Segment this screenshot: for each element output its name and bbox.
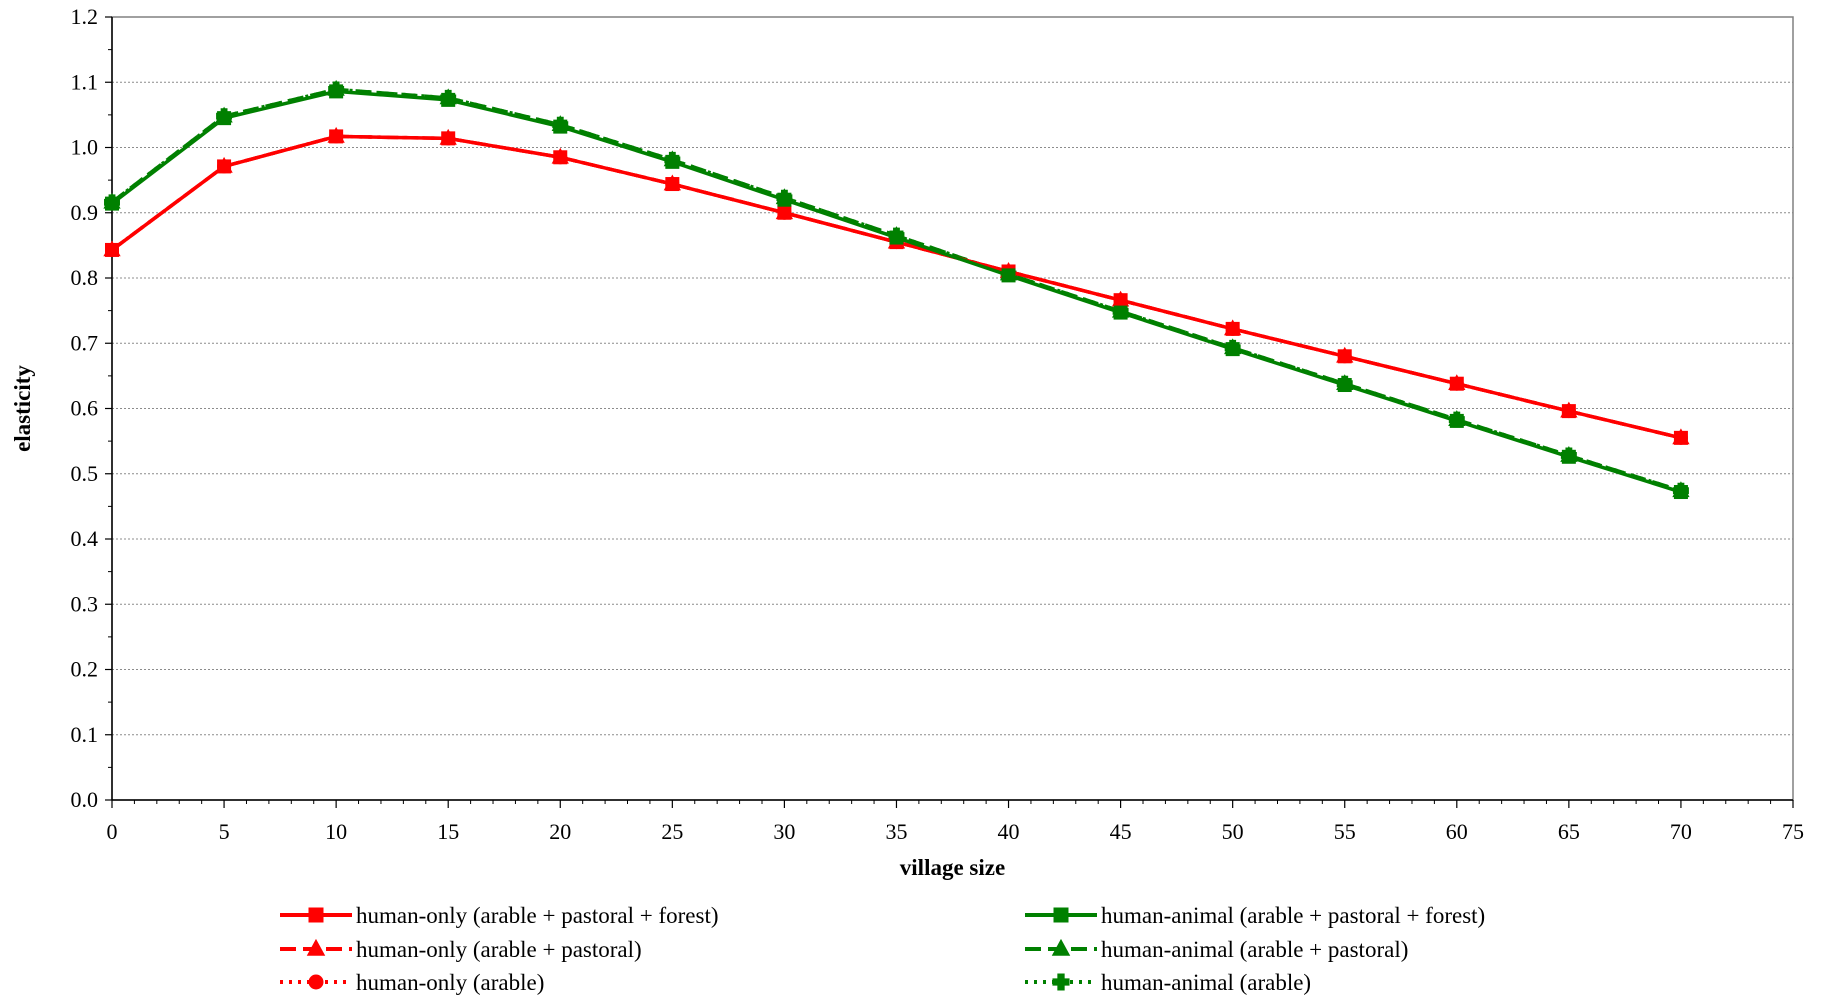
y-tick-label: 0.3 [71,591,99,616]
series-3 [105,84,1688,500]
y-tick-label: 0.0 [71,787,99,812]
data-point [1001,268,1016,283]
x-tick-label: 45 [1110,819,1132,844]
y-tick-label: 0.1 [71,722,99,747]
data-point [217,159,232,174]
x-tick-label: 50 [1222,819,1244,844]
x-tick-label: 15 [437,819,459,844]
series-line [110,87,1682,493]
data-point [1337,349,1352,364]
data-point [665,177,680,192]
data-point [665,154,680,169]
legend-label: human-only (arable + pastoral + forest) [356,903,719,928]
series-line [110,87,1682,493]
x-tick-label: 40 [998,819,1020,844]
y-tick-label: 0.8 [71,265,99,290]
data-point [329,84,344,99]
y-tick-label: 1.2 [71,4,99,29]
series-lines [103,79,1690,500]
data-point [1449,376,1464,391]
axes: 0.0 0.1 0.2 0.3 0.4 0.5 0.6 0.7 0.8 0.9 1.0 1.1 1.2 0… [71,4,1805,844]
x-tick-label: 0 [107,819,118,844]
x-tick-label: 30 [773,819,795,844]
legend: human-only (arable + pastoral + forest) h… [280,903,1485,995]
data-point [1113,305,1128,320]
series-line [110,134,1682,440]
series-line [110,134,1682,440]
data-point [105,242,119,257]
y-tick-label: 0.7 [71,330,99,355]
x-tick-label: 25 [661,819,683,844]
data-point [1449,413,1464,428]
data-point [1225,342,1240,357]
y-tick-label: 0.4 [71,526,99,551]
legend-label: human-only (arable) [356,970,544,995]
legend-item-0: human-only (arable + pastoral + forest) [280,903,719,928]
data-point [553,150,568,165]
y-axis-title: elasticity [10,365,35,452]
x-tick-label: 20 [549,819,571,844]
x-tick-label: 10 [325,819,347,844]
series-2 [105,129,1688,445]
y-tick-label: 0.9 [71,200,99,225]
data-point [777,192,792,207]
y-tick-label: 0.5 [71,461,99,486]
legend-label: human-animal (arable) [1101,970,1311,995]
legend-item-2: human-only (arable) [280,970,544,995]
x-tick-label: 65 [1558,819,1580,844]
legend-label: human-only (arable + pastoral) [356,937,642,962]
legend-item-3: human-animal (arable + pastoral + forest… [1025,903,1485,928]
series-line [110,134,1682,440]
legend-marker [308,907,324,923]
data-point [1673,430,1688,445]
legend-item-1: human-only (arable + pastoral) [280,937,642,962]
x-tick-label: 70 [1670,819,1692,844]
data-point [329,129,344,144]
y-tick-label: 0.6 [71,396,99,421]
data-point [441,92,456,107]
x-tick-label: 60 [1446,819,1468,844]
y-tick-label: 1.1 [71,69,99,94]
series-line [110,89,1682,494]
x-tick-label: 55 [1334,819,1356,844]
legend-marker [1051,938,1071,956]
legend-item-4: human-animal (arable + pastoral) [1025,937,1408,962]
x-tick-label: 35 [885,819,907,844]
series-1 [103,126,1690,445]
legend-item-5: human-animal (arable) [1025,970,1311,995]
gridlines [112,81,1793,736]
data-point [441,131,456,146]
y-tick-label: 1.0 [71,135,99,160]
legend-marker [308,974,324,990]
data-point [105,196,119,211]
x-axis-title: village size [900,855,1005,880]
legend-marker [1053,907,1069,923]
y-tick-label: 0.2 [71,657,99,682]
legend-label: human-animal (arable + pastoral + forest… [1101,903,1485,928]
legend-label: human-animal (arable + pastoral) [1101,937,1408,962]
legend-marker [1052,973,1070,991]
data-point [1225,321,1240,336]
data-point [1561,404,1576,419]
series-0 [105,129,1688,445]
data-point [1561,449,1576,464]
data-point [1673,485,1688,500]
data-point [889,230,904,245]
x-tick-label: 5 [219,819,230,844]
x-tick-label: 75 [1782,819,1804,844]
data-point [1337,378,1352,393]
data-point [217,111,232,126]
data-point [1113,293,1128,308]
legend-marker [306,938,326,956]
series-5 [104,81,1689,499]
data-point [777,205,792,220]
data-point [553,119,568,134]
